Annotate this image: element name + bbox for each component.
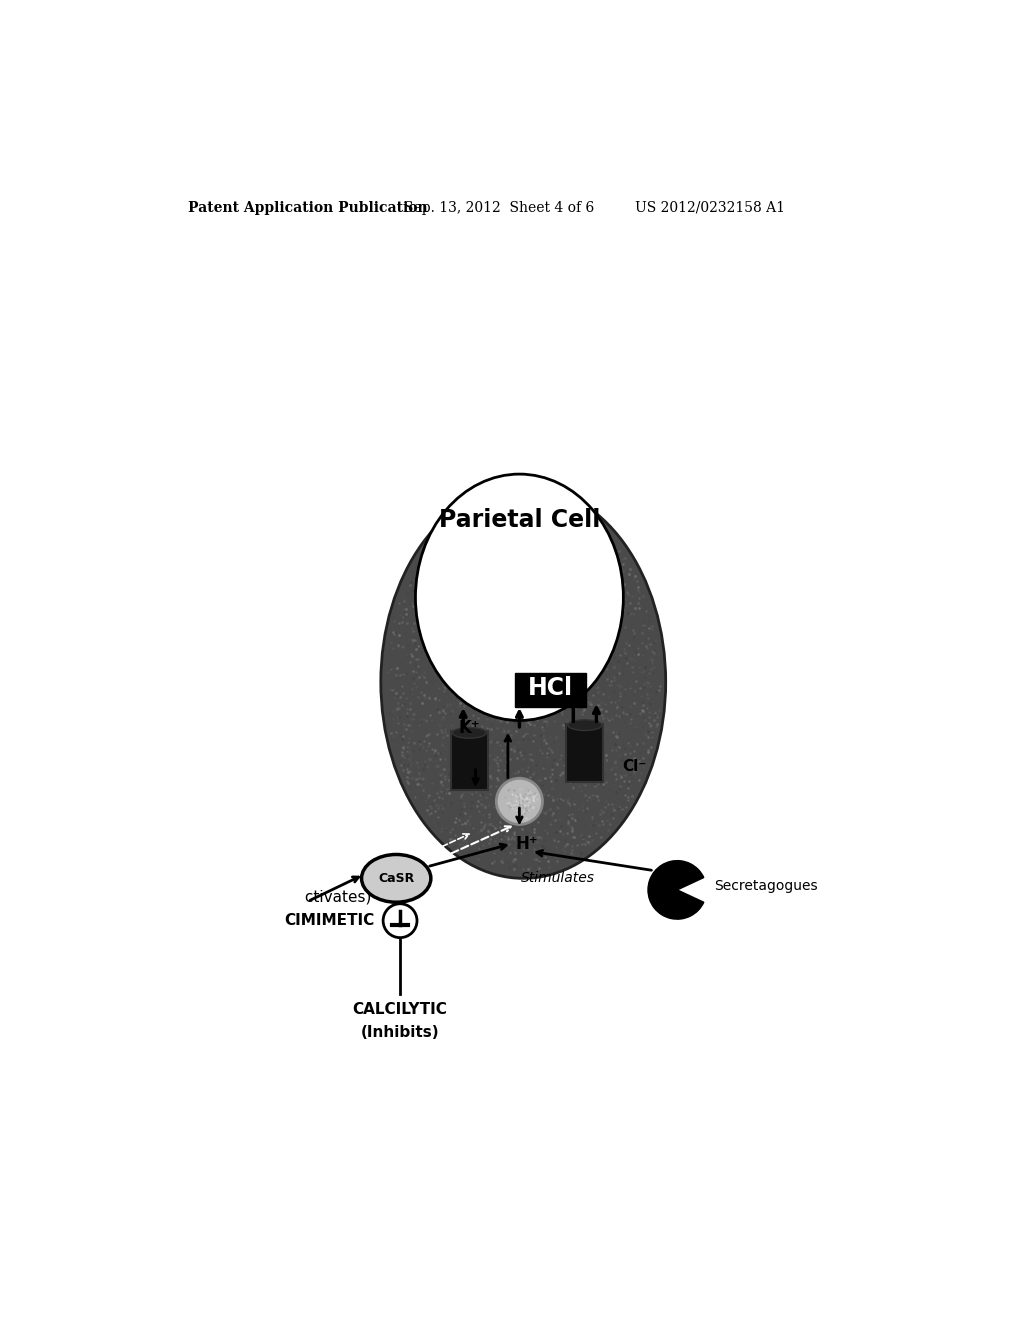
Text: US 2012/0232158 A1: US 2012/0232158 A1: [635, 201, 785, 215]
Text: Cl⁻: Cl⁻: [622, 759, 646, 775]
Wedge shape: [648, 861, 703, 919]
Text: (Inhibits): (Inhibits): [360, 1024, 439, 1040]
Text: Patent Application Publication: Patent Application Publication: [188, 201, 428, 215]
Text: H⁺: H⁺: [516, 834, 539, 853]
Text: CIMIMETIC: CIMIMETIC: [285, 913, 375, 928]
Text: K⁺: K⁺: [459, 719, 480, 737]
FancyBboxPatch shape: [515, 673, 586, 706]
Ellipse shape: [453, 727, 486, 738]
Text: ctivates): ctivates): [300, 890, 372, 906]
Text: Sep. 13, 2012  Sheet 4 of 6: Sep. 13, 2012 Sheet 4 of 6: [403, 201, 594, 215]
Ellipse shape: [361, 854, 431, 903]
Ellipse shape: [568, 719, 602, 730]
Circle shape: [383, 904, 417, 937]
FancyBboxPatch shape: [451, 731, 487, 789]
Ellipse shape: [381, 486, 666, 878]
Circle shape: [497, 779, 543, 825]
Text: Stimulates: Stimulates: [521, 871, 595, 886]
Text: HCl: HCl: [527, 676, 572, 700]
Text: CALCILYTIC: CALCILYTIC: [352, 1002, 447, 1016]
Text: Secretagogues: Secretagogues: [714, 879, 818, 894]
FancyBboxPatch shape: [566, 723, 603, 781]
Text: Parietal Cell: Parietal Cell: [438, 508, 600, 532]
Ellipse shape: [416, 474, 624, 721]
Text: CaSR: CaSR: [378, 871, 415, 884]
